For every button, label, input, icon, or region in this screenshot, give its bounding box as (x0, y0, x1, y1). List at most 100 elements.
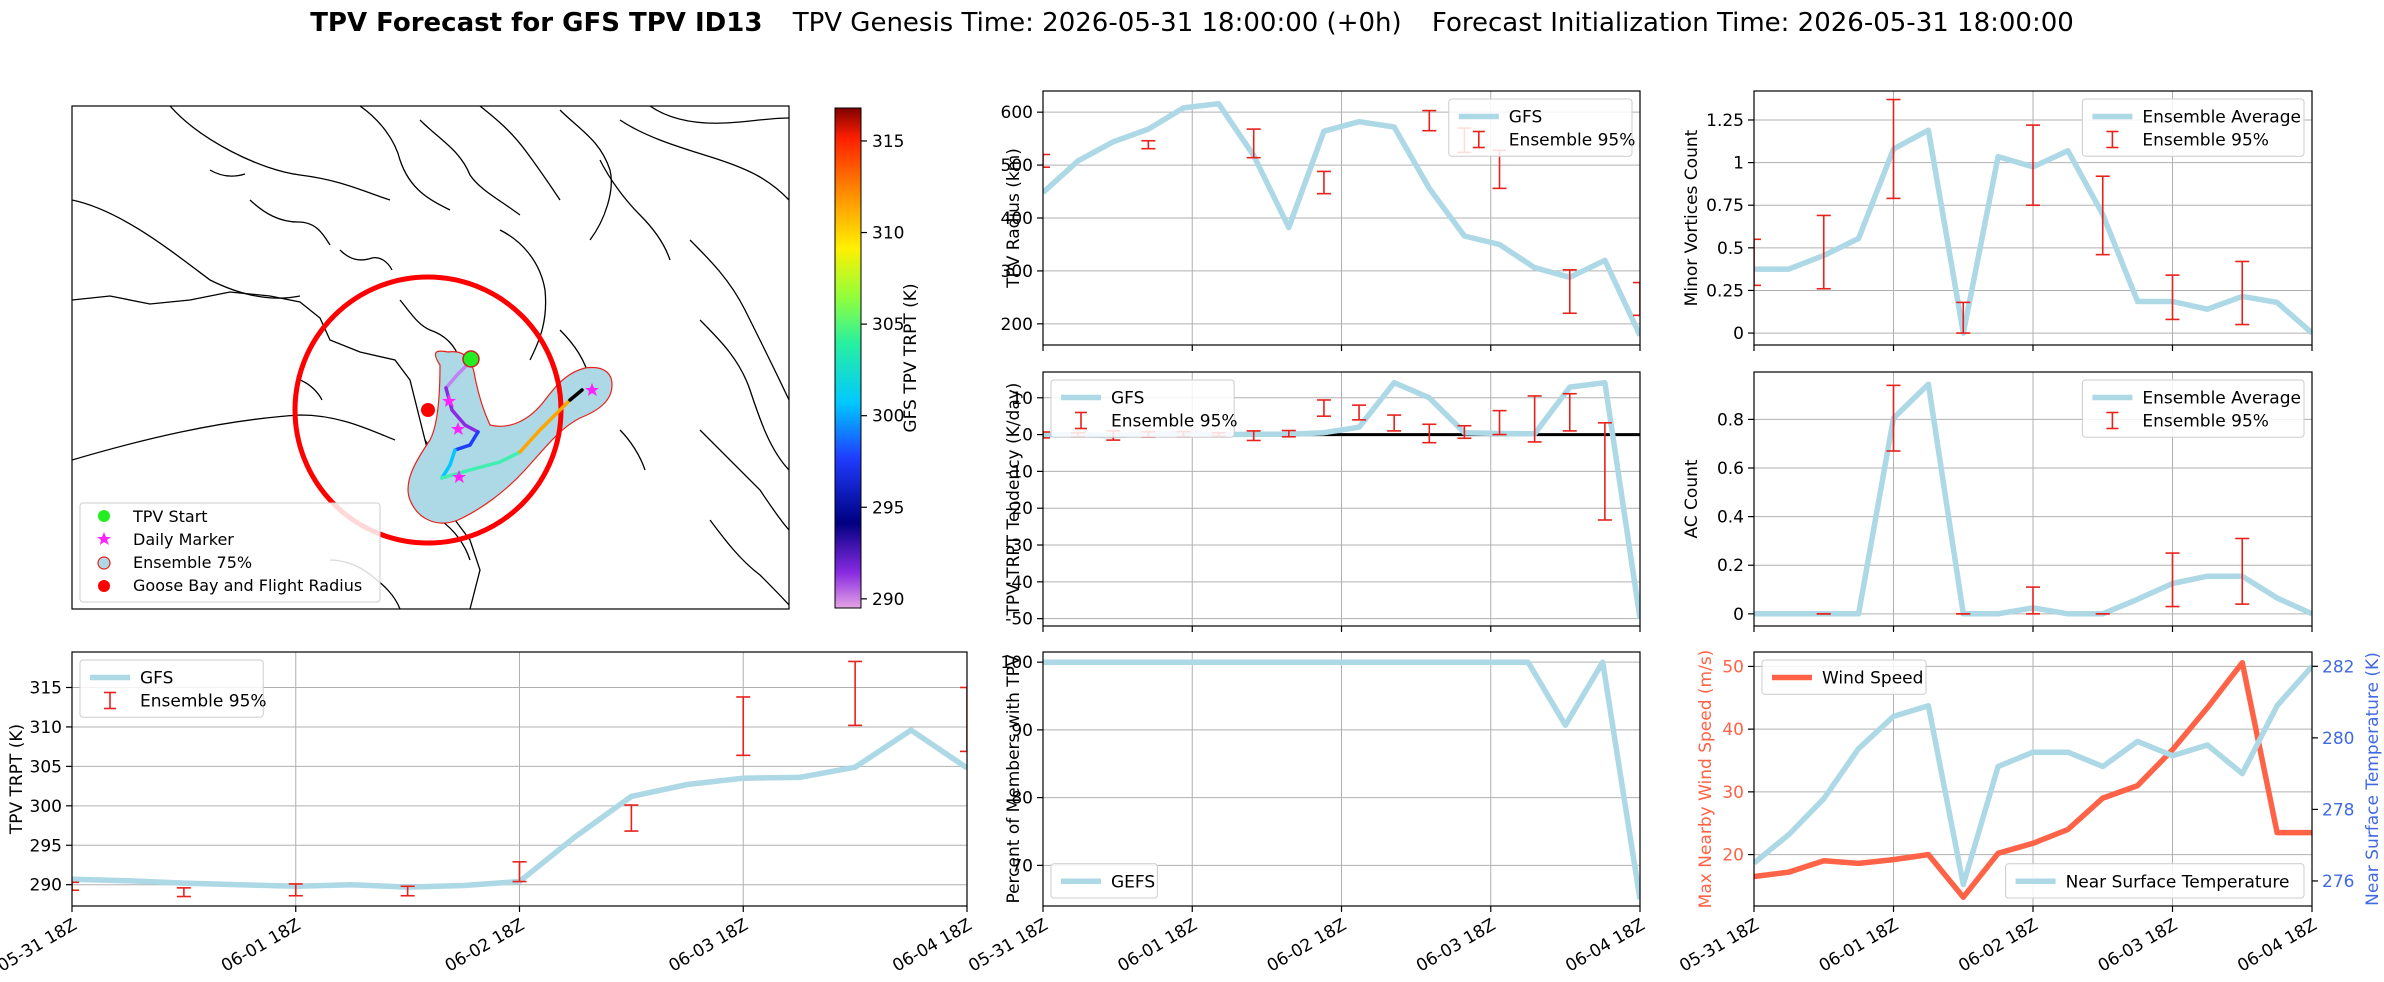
y-axis-label: Max Nearby Wind Speed (m/s) (1696, 650, 1716, 909)
x-tick-label: 06-04 18Z (889, 915, 975, 976)
error-bar (2095, 175, 2110, 256)
y-tick-label: 0 (1733, 324, 1744, 344)
error-bar (512, 861, 527, 883)
colorbar-ticks: 290 295 300 305 310 315 (861, 132, 904, 610)
error-bar (1422, 423, 1437, 444)
map-panel: TPV Start Daily Marker Ensemble 75% Goos… (71, 105, 921, 610)
daily-marker-icon (97, 532, 111, 545)
map-legend: TPV Start Daily Marker Ensemble 75% Goos… (79, 502, 381, 603)
legend-box (2081, 98, 2305, 157)
y-tick-label: 10 (1011, 389, 1033, 409)
x-tick-label: 05-31 18Z (965, 915, 1051, 976)
error-bar (1886, 98, 1901, 200)
x-tick-label: 05-31 18Z (1676, 915, 1762, 976)
legend-label: GFS (140, 669, 173, 689)
legend-label: Ensemble 95% (1111, 412, 1238, 432)
error-bar (1141, 139, 1156, 150)
x-tick-label: 06-01 18Z (218, 915, 304, 976)
error-bar (1633, 281, 1640, 317)
y-tick-label: 400 (1001, 209, 1033, 229)
y-tick-label: 300 (1001, 262, 1033, 282)
y-tick-label: 90 (1011, 721, 1033, 741)
error-bar (1387, 414, 1402, 432)
legend-errorbar-icon (104, 691, 116, 710)
x-tick-label: 06-02 18Z (1264, 915, 1350, 976)
x-tick-label: 06-03 18Z (1413, 915, 1499, 976)
y-axis-label: Percent of Members with TPV (1004, 654, 1024, 903)
y-tick-label: 50 (1722, 657, 1744, 677)
legend: GFS Ensemble 95% (79, 659, 267, 718)
x-tick-label: 06-01 18Z (1114, 915, 1200, 976)
daily-marker (585, 383, 599, 396)
y-axis-label: TPV TRPT (K) (7, 724, 27, 835)
y-tick-label: 0.2 (1717, 556, 1744, 576)
y-tick-label: 100 (1001, 653, 1033, 673)
series-line-wind-speed (1754, 659, 2312, 900)
error-bar (1527, 395, 1542, 443)
error-bar (1492, 409, 1507, 436)
colorbar-tick-label: 315 (872, 132, 904, 152)
legend-goose-bay: Goose Bay and Flight Radius (133, 576, 362, 595)
legend: Wind Speed (1761, 659, 1927, 695)
legend-label: Ensemble Average (2142, 108, 2301, 128)
error-bar (624, 804, 639, 832)
daily-marker (442, 394, 456, 407)
y-tick-label: 0.75 (1706, 196, 1744, 216)
y-right-axis-label: Near Surface Temperature (K) (2363, 652, 2383, 906)
y-tick-label: -40 (1005, 573, 1033, 593)
error-bar (1246, 128, 1261, 159)
x-tick-label: 06-02 18Z (442, 915, 528, 976)
y-axis-label: TPV TRPT Tendency (K/day) (1004, 383, 1024, 617)
legend-box (1448, 98, 1633, 157)
y-tick-label: 0.4 (1717, 508, 1744, 528)
error-bar (1352, 404, 1367, 421)
legend-box (1050, 379, 1235, 438)
error-bar (1043, 431, 1050, 439)
colorbar-tick-label: 295 (872, 498, 904, 518)
error-bar (1754, 238, 1761, 287)
legend-label: Ensemble 95% (2142, 412, 2269, 432)
y-tick-label: 305 (30, 757, 62, 777)
error-bar (288, 883, 303, 897)
y-tick-label: 70 (1011, 856, 1033, 876)
y-tick-label: 40 (1722, 720, 1744, 740)
y-right-tick-label: 278 (2322, 800, 2354, 820)
legend-label: Ensemble 95% (140, 692, 267, 712)
x-tick-label: 06-04 18Z (2234, 915, 2320, 976)
y-tick-label: 0.25 (1706, 281, 1744, 301)
colorbar-tick-label: 300 (872, 407, 904, 427)
panel-wind: 20 30 40 50 Max Nearby Wind Speed (m/s) 276 27… (1676, 650, 2383, 977)
legend-box (2005, 863, 2305, 899)
y-right-tick-label: 282 (2322, 657, 2354, 677)
legend-box (2081, 379, 2305, 438)
legend-errorbar-icon (1075, 411, 1087, 430)
error-bar (1422, 109, 1437, 132)
ensemble-75-icon (97, 556, 111, 570)
legend-label: Wind Speed (1822, 669, 1923, 689)
colorbar-tick-label: 310 (872, 224, 904, 244)
y-tick-label: 30 (1722, 783, 1744, 803)
error-bar (2235, 260, 2250, 326)
legend-label: Ensemble 95% (1509, 131, 1636, 151)
legend: GFS Ensemble 95% (1448, 98, 1636, 157)
y-tick-label: 0 (1022, 426, 1033, 446)
y-tick-label: 310 (30, 718, 62, 738)
legend: Ensemble Average Ensemble 95% (2081, 98, 2305, 157)
y-tick-label: 0.8 (1717, 410, 1744, 430)
legend: Ensemble Average Ensemble 95% (2081, 379, 2305, 438)
series-line-gfs (1043, 100, 1640, 337)
legend-label: Ensemble 95% (2142, 131, 2269, 151)
y-right-tick-label: 276 (2322, 872, 2354, 892)
error-bar (1886, 384, 1901, 452)
y-tick-label: 315 (30, 678, 62, 698)
goose-bay-icon (98, 580, 110, 592)
y-tick-label: 600 (1001, 103, 1033, 123)
legend-daily-marker: Daily Marker (133, 530, 234, 549)
error-bar (400, 885, 415, 897)
colorbar-label: GFS TPV TRPT (K) (901, 283, 921, 432)
colorbar (834, 107, 862, 609)
map-legend-box (79, 502, 381, 603)
